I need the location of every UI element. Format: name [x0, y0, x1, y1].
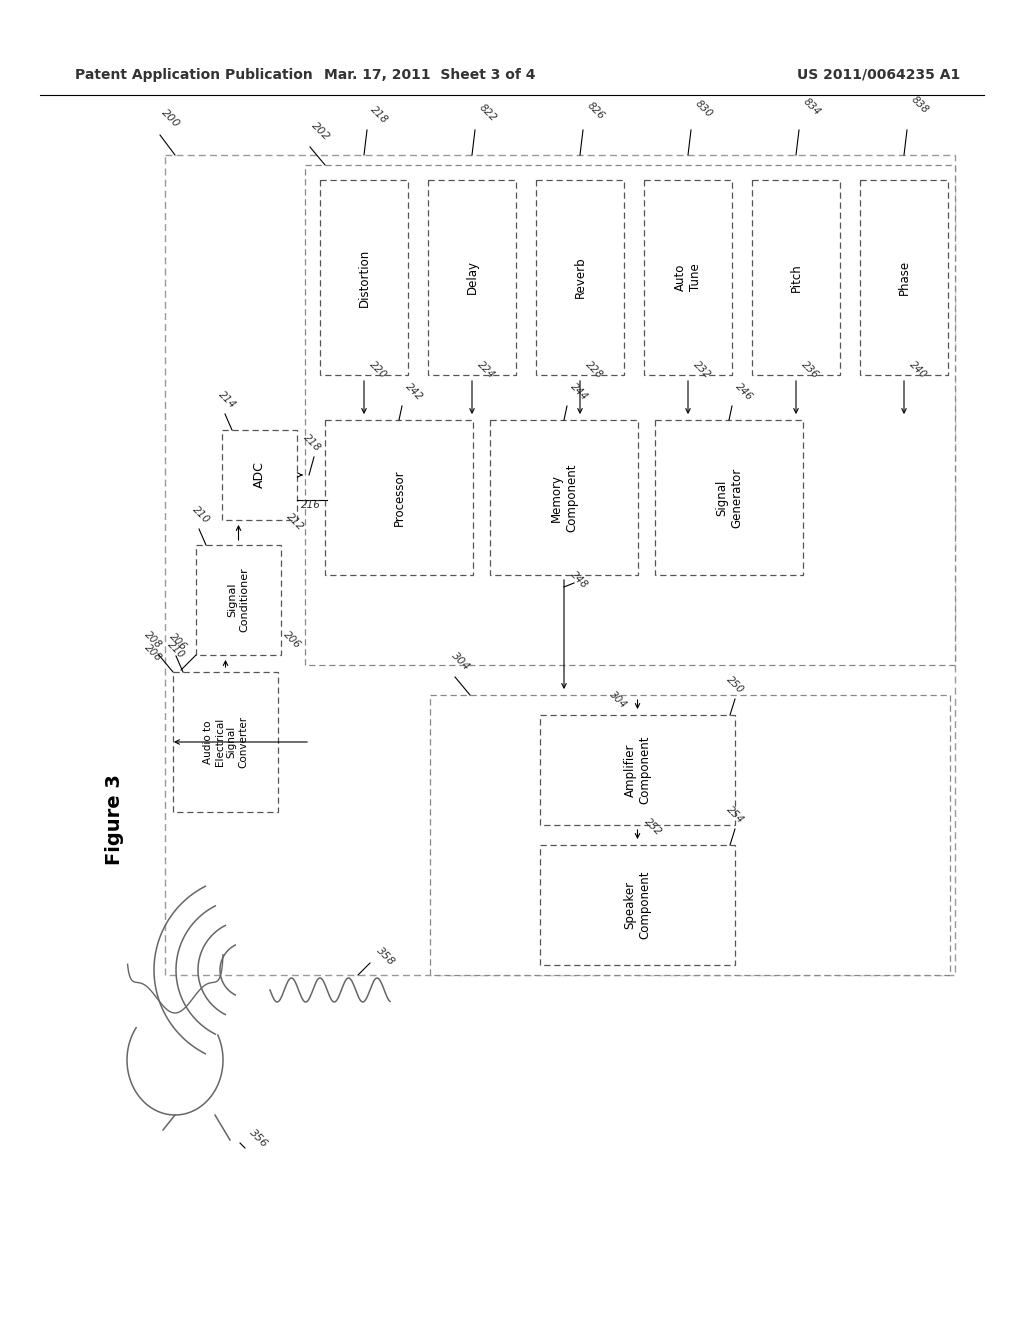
- Text: 250: 250: [725, 675, 746, 696]
- Text: 208: 208: [143, 642, 164, 663]
- Text: 358: 358: [375, 946, 397, 968]
- Text: 834: 834: [801, 96, 822, 117]
- Text: Processor: Processor: [392, 469, 406, 525]
- Text: 228: 228: [584, 359, 605, 380]
- Text: 224: 224: [476, 359, 497, 380]
- Bar: [752, 180, 840, 375]
- Bar: [428, 180, 516, 375]
- Bar: [165, 154, 955, 975]
- Bar: [305, 165, 955, 665]
- Text: 254: 254: [725, 804, 746, 825]
- Text: Audio to
Electrical
Signal
Converter: Audio to Electrical Signal Converter: [203, 715, 248, 768]
- Bar: [319, 180, 408, 375]
- Text: Phase: Phase: [897, 260, 910, 296]
- Text: Distortion: Distortion: [357, 248, 371, 306]
- Text: 202: 202: [310, 121, 332, 143]
- Text: 200: 200: [160, 108, 182, 129]
- Text: Memory
Component: Memory Component: [550, 463, 578, 532]
- Text: 304: 304: [607, 689, 629, 710]
- Bar: [430, 696, 950, 975]
- Bar: [173, 672, 278, 812]
- Bar: [655, 420, 803, 576]
- Text: 822: 822: [477, 102, 498, 123]
- Bar: [222, 430, 297, 520]
- Text: 356: 356: [248, 1127, 270, 1150]
- Text: 220: 220: [368, 359, 389, 380]
- Bar: [540, 715, 735, 825]
- Text: 218: 218: [302, 432, 324, 453]
- Text: Signal
Generator: Signal Generator: [715, 467, 743, 528]
- Text: 838: 838: [909, 94, 930, 115]
- Bar: [325, 420, 473, 576]
- Text: Amplifier
Component: Amplifier Component: [624, 735, 651, 804]
- Text: 244: 244: [569, 381, 590, 403]
- Text: 826: 826: [585, 100, 606, 121]
- Bar: [540, 845, 735, 965]
- Text: 246: 246: [734, 381, 755, 403]
- Text: 216: 216: [301, 500, 321, 510]
- Text: 242: 242: [404, 381, 425, 403]
- Text: 252: 252: [642, 816, 664, 837]
- Bar: [536, 180, 624, 375]
- Text: Figure 3: Figure 3: [105, 775, 125, 866]
- Text: 210: 210: [166, 639, 187, 660]
- Text: 236: 236: [800, 359, 821, 380]
- Text: 212: 212: [285, 511, 306, 532]
- Bar: [644, 180, 732, 375]
- Text: 830: 830: [693, 98, 714, 119]
- Text: 240: 240: [908, 359, 929, 380]
- Text: Speaker
Component: Speaker Component: [624, 871, 651, 940]
- Text: 210: 210: [191, 504, 212, 525]
- Text: Delay: Delay: [466, 260, 478, 294]
- Text: Mar. 17, 2011  Sheet 3 of 4: Mar. 17, 2011 Sheet 3 of 4: [325, 69, 536, 82]
- Text: Auto
Tune: Auto Tune: [674, 264, 702, 292]
- Text: 248: 248: [569, 569, 590, 590]
- Text: Reverb: Reverb: [573, 256, 587, 298]
- Text: ADC: ADC: [253, 462, 266, 488]
- Text: 232: 232: [692, 359, 713, 380]
- Text: 214: 214: [217, 389, 239, 411]
- Text: Pitch: Pitch: [790, 263, 803, 292]
- Text: Signal
Conditioner: Signal Conditioner: [227, 568, 249, 632]
- Text: 208: 208: [143, 628, 164, 649]
- Text: US 2011/0064235 A1: US 2011/0064235 A1: [797, 69, 961, 82]
- Text: 206: 206: [168, 631, 189, 652]
- Text: Patent Application Publication: Patent Application Publication: [75, 69, 312, 82]
- Text: 218: 218: [369, 104, 390, 125]
- Text: 304: 304: [450, 651, 472, 673]
- Bar: [196, 545, 281, 655]
- Bar: [860, 180, 948, 375]
- Text: 206: 206: [282, 628, 303, 649]
- Bar: [490, 420, 638, 576]
